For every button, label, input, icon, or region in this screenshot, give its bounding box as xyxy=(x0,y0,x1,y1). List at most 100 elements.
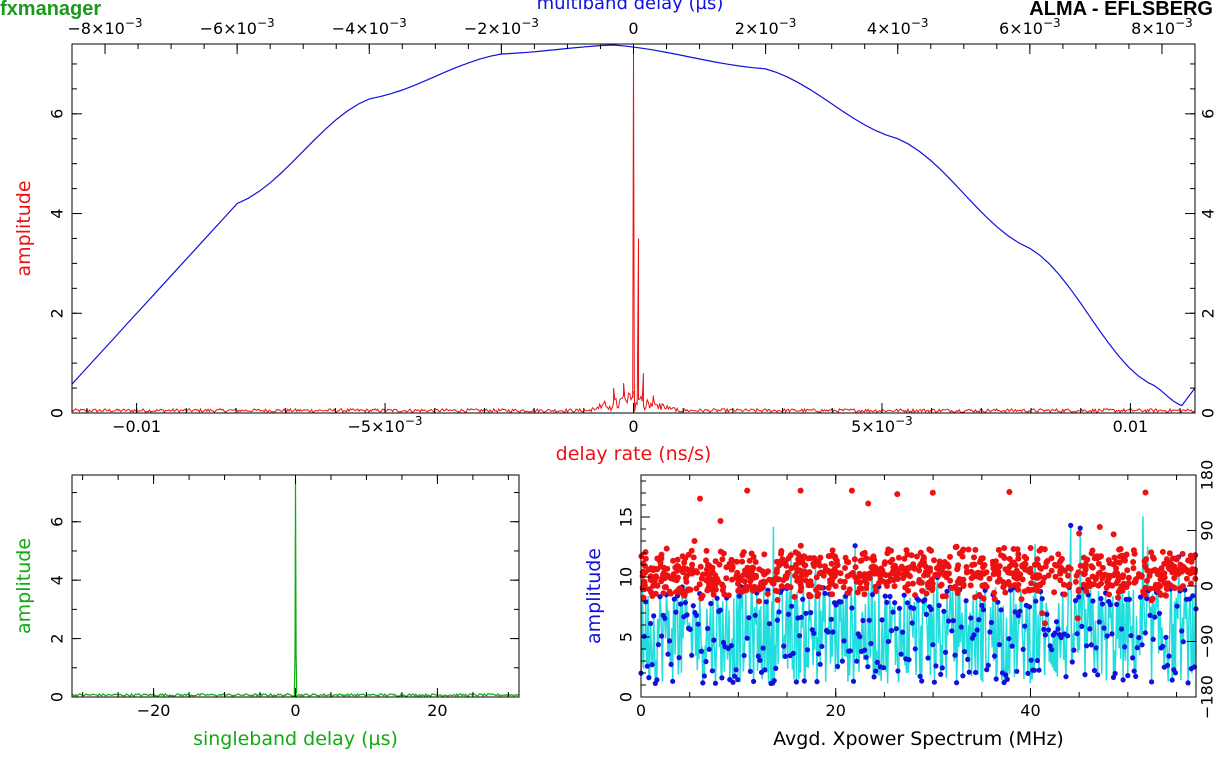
amplitude-point xyxy=(911,605,917,612)
amplitude-point xyxy=(1077,525,1083,531)
amplitude-point xyxy=(1076,594,1082,600)
amplitude-point xyxy=(741,652,747,659)
phase-point xyxy=(884,583,890,589)
phase-point xyxy=(825,567,832,574)
amplitude-point xyxy=(654,677,660,683)
amplitude-point xyxy=(1112,670,1118,677)
phase-point xyxy=(898,563,905,570)
amplitude-point xyxy=(1149,679,1155,685)
phase-point xyxy=(1065,583,1072,590)
phase-point xyxy=(807,555,814,562)
amplitude-point xyxy=(1053,619,1060,625)
amplitude-point xyxy=(979,602,985,608)
phase-point xyxy=(1080,581,1087,588)
phase-point xyxy=(784,584,791,591)
phase-point xyxy=(857,572,863,579)
amplitude-point xyxy=(998,607,1004,613)
phase-point xyxy=(920,554,927,561)
amplitude-point xyxy=(976,617,982,623)
x-tick-label: 0 xyxy=(628,417,638,436)
phase-point xyxy=(942,593,949,600)
phase-point xyxy=(728,556,735,563)
phase-point xyxy=(1006,489,1013,495)
phase-point xyxy=(797,581,804,588)
amplitude-point xyxy=(965,656,971,663)
amplitude-point xyxy=(689,652,695,658)
top-tick-label: 2×10−3 xyxy=(735,16,797,38)
bottom-left-amplitude-label: amplitude xyxy=(13,538,35,634)
phase-point xyxy=(815,590,822,597)
phase-point xyxy=(1052,573,1059,580)
phase-point xyxy=(995,546,1002,553)
phase-point xyxy=(963,564,970,570)
phase-point xyxy=(1028,580,1035,587)
amplitude-point xyxy=(811,630,817,636)
phase-point xyxy=(910,580,916,587)
phase-point xyxy=(905,587,912,594)
phase-point xyxy=(1006,555,1013,562)
phase-point xyxy=(1065,572,1071,579)
phase-point xyxy=(1014,569,1021,576)
phase-point xyxy=(863,555,870,562)
multiband-delay-axis-label: multiband delay (µs) xyxy=(537,0,724,14)
phase-point xyxy=(1000,553,1007,560)
amplitude-point xyxy=(1091,667,1098,674)
phase-point xyxy=(738,573,745,580)
phase-point xyxy=(946,570,952,577)
phase-point xyxy=(1038,545,1045,552)
phase-point xyxy=(690,554,697,561)
phase-point xyxy=(929,489,936,496)
amplitude-point xyxy=(1104,633,1110,639)
y-tick-label: 2 xyxy=(48,633,67,643)
phase-point xyxy=(965,546,972,553)
amplitude-point xyxy=(682,600,689,606)
phase-point xyxy=(1177,585,1184,592)
phase-point xyxy=(1096,524,1103,530)
phase-point xyxy=(756,598,763,605)
phase-point xyxy=(921,572,928,579)
phase-point xyxy=(674,567,681,574)
phase-point xyxy=(1051,589,1058,596)
amplitude-point xyxy=(952,652,958,658)
phase-point xyxy=(641,582,648,589)
xpower-spectrum-axis-label: Avgd. Xpower Spectrum (MHz) xyxy=(773,728,1064,750)
phase-point xyxy=(1083,588,1090,595)
amplitude-point xyxy=(993,676,999,682)
phase-tick-label: 180 xyxy=(1198,460,1215,491)
amplitude-point xyxy=(1180,639,1186,645)
amplitude-point xyxy=(785,611,792,617)
amplitude-point xyxy=(963,598,969,604)
phase-point xyxy=(652,590,659,597)
amplitude-point xyxy=(816,651,822,657)
phase-point xyxy=(841,578,848,585)
amplitude-point xyxy=(1026,604,1033,610)
phase-point xyxy=(1177,561,1184,568)
phase-point xyxy=(1021,553,1028,560)
amplitude-point xyxy=(1014,668,1020,674)
amplitude-point xyxy=(728,643,735,649)
amplitude-point xyxy=(766,621,773,627)
phase-point xyxy=(872,588,879,595)
phase-point xyxy=(1144,567,1151,574)
phase-point xyxy=(840,584,847,591)
y-tick-label: 10 xyxy=(617,567,636,587)
phase-point xyxy=(968,575,975,582)
phase-point xyxy=(903,547,910,554)
phase-point xyxy=(654,582,661,589)
phase-point xyxy=(866,575,873,582)
amplitude-point xyxy=(1130,655,1136,661)
amplitude-point xyxy=(693,612,700,619)
amplitude-point xyxy=(657,594,663,600)
phase-point xyxy=(1082,561,1089,568)
phase-point xyxy=(931,557,937,564)
delay-rate-plot: −0.01 −5×10−3 0 5×10−3 0.01 −8×10−3 −6×10−3 −4×… xyxy=(13,0,1215,465)
phase-point xyxy=(981,562,988,568)
amplitude-point xyxy=(992,653,998,659)
top-tick-label: 6×10−3 xyxy=(999,16,1061,38)
phase-point xyxy=(806,569,813,576)
amplitude-point xyxy=(808,610,814,616)
amplitude-point xyxy=(892,600,898,606)
x-tick-label: 40 xyxy=(1020,701,1040,720)
phase-point xyxy=(829,580,836,587)
